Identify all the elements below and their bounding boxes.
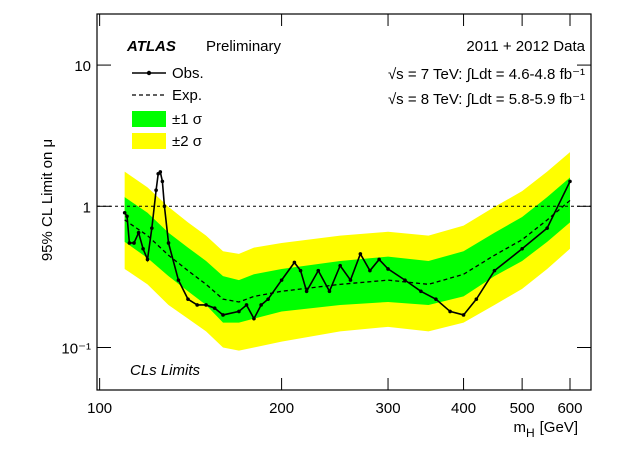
legend-label: ±1 σ [172, 111, 203, 128]
data-point [195, 303, 199, 307]
data-point [154, 188, 158, 192]
x-tick-label: 400 [451, 400, 476, 417]
annotation: CLs Limits [130, 362, 201, 379]
x-label-subscript: H [526, 426, 535, 440]
data-point [304, 289, 309, 294]
x-tick-label: 500 [510, 400, 535, 417]
data-point [150, 226, 154, 230]
data-point [266, 297, 270, 301]
data-point [145, 257, 150, 262]
data-point [419, 289, 423, 294]
legend-swatch [132, 133, 166, 149]
data-point [386, 267, 390, 271]
x-tick-label: 100 [87, 400, 112, 417]
data-point [259, 303, 263, 307]
legend-swatch [132, 111, 166, 127]
data-point [492, 268, 497, 273]
header: ATLAS [126, 38, 176, 55]
data-point [368, 268, 372, 273]
data-point [158, 170, 163, 174]
plot-frame [96, 13, 592, 391]
data-point [162, 204, 167, 209]
legend-marker [146, 70, 152, 76]
x-label-symbol: m [513, 419, 526, 436]
data-point [568, 179, 572, 184]
legend-label: Exp. [172, 87, 202, 104]
data-point [141, 246, 145, 251]
data-point [136, 230, 141, 235]
data-point [279, 278, 284, 282]
legend-label: Obs. [172, 65, 204, 82]
data-point [252, 316, 256, 321]
x-label-unit: [GeV] [540, 419, 578, 436]
sigma-band [124, 177, 570, 323]
y-tick-label: 10 [74, 58, 91, 75]
data-point [298, 268, 303, 273]
series-line [124, 199, 571, 303]
data-point [186, 297, 190, 301]
data-point [125, 214, 129, 219]
y-tick-label: 10⁻¹ [61, 340, 91, 357]
data-point [327, 289, 332, 294]
data-point [377, 257, 381, 262]
x-tick-label: 600 [557, 400, 582, 417]
data-label: 2011 + 2012 Data [466, 38, 585, 55]
data-point [403, 278, 407, 282]
data-point [176, 278, 181, 282]
data-point [474, 297, 479, 301]
data-point [160, 179, 165, 184]
data-point [316, 268, 321, 273]
data-point [132, 241, 136, 245]
data-point [348, 278, 353, 282]
x-tick-label: 200 [269, 400, 294, 417]
subheader: Preliminary [206, 38, 282, 55]
data-point [237, 309, 241, 314]
x-tick-label: 300 [376, 400, 401, 417]
data-point [166, 241, 171, 245]
y-axis-label: 95% CL Limit on μ [39, 139, 56, 261]
plot-area [97, 152, 591, 351]
data-point [545, 226, 549, 230]
data-point [358, 252, 363, 256]
data-point [292, 260, 297, 265]
data-point [448, 309, 452, 314]
data-point [221, 313, 225, 317]
data-point [338, 263, 342, 268]
lumi-line: √s = 8 TeV: ∫Ldt = 5.8-5.9 fb⁻¹ [388, 91, 585, 108]
data-point [461, 313, 466, 317]
data-point [204, 303, 208, 307]
data-point [434, 297, 438, 301]
data-point [127, 241, 132, 245]
data-point [520, 246, 524, 251]
legend-label: ±2 σ [172, 133, 203, 150]
x-axis-label: mH [GeV] [513, 419, 578, 440]
y-tick-label: 1 [83, 199, 91, 216]
lumi-line: √s = 7 TeV: ∫Ldt = 4.6-4.8 fb⁻¹ [388, 66, 585, 83]
data-point [122, 210, 127, 215]
data-point [212, 306, 217, 310]
data-point [244, 303, 249, 307]
